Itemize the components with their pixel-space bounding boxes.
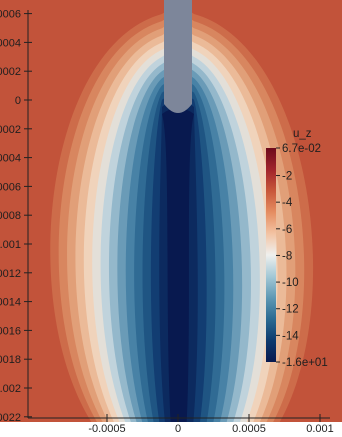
y-tick-label: -0.0006 (0, 181, 21, 193)
y-tick-label: -0.0014 (0, 297, 21, 309)
colorbar-tick-label: -12 (282, 304, 299, 316)
x-tick-label: -0.0005 (88, 423, 125, 435)
contour-band (162, 108, 194, 422)
y-tick-label: -0.002 (0, 383, 21, 395)
y-tick-label: -0.001 (0, 239, 21, 251)
colorbar-tick-label: 6.7e-02 (282, 143, 321, 155)
y-tick-label: -0.0018 (0, 354, 21, 366)
colorbar-tick-label: -10 (282, 277, 299, 289)
y-tick-label: -0.0012 (0, 268, 21, 280)
colorbar-tick-label: -14 (282, 330, 299, 342)
x-tick-label: 0.001 (306, 423, 334, 435)
probe-tip-end (164, 104, 192, 113)
y-tick-label: -0.0016 (0, 325, 21, 337)
y-tick-label: -0.0022 (0, 412, 21, 424)
colorbar-tick-label: -8 (282, 250, 292, 262)
y-tick-label: -0.0004 (0, 153, 21, 165)
colorbar-gradient (266, 148, 276, 362)
colorbar-tick-label: -4 (282, 197, 293, 209)
colorbar-title: u_z (293, 128, 312, 140)
y-tick-label: 0.0006 (0, 9, 21, 21)
colorbar-tick-label: -1.6e+01 (282, 357, 328, 369)
x-tick-label: 0 (175, 423, 181, 435)
colorbar-tick-label: -2 (282, 171, 292, 183)
y-tick-label: 0.0004 (0, 37, 21, 49)
x-tick-label: 0.0005 (232, 423, 266, 435)
colorbar-tick-label: -6 (282, 224, 292, 236)
y-tick-label: -0.0008 (0, 210, 21, 222)
y-tick-label: 0 (15, 95, 21, 107)
probe-tip (164, 0, 192, 104)
colorbar: u_z 6.7e-02 -2 -4 -6 -8 -10 -12 -14 -1.6e+01 (266, 128, 328, 369)
